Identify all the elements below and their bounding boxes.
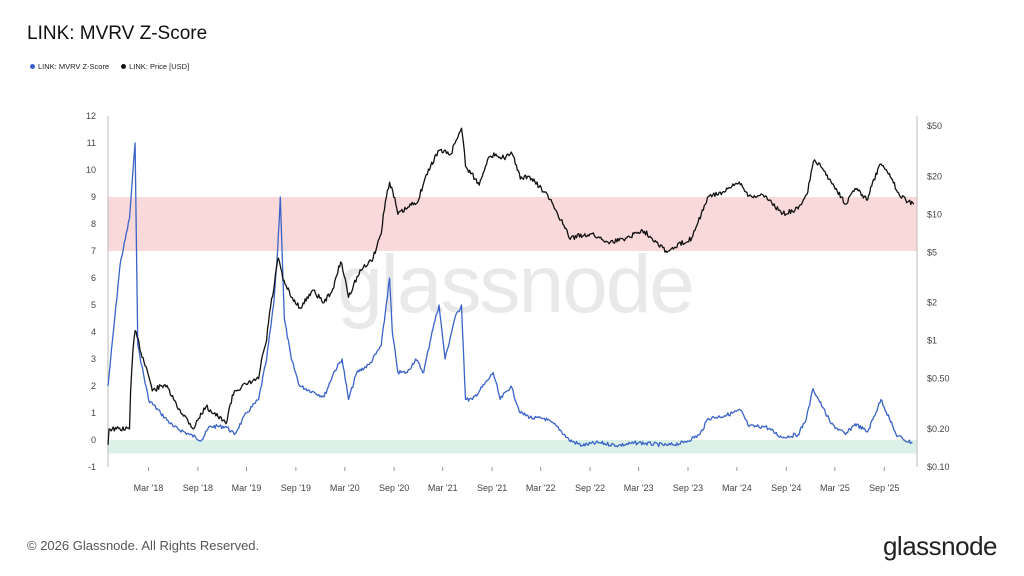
legend-label-price: LINK: Price [USD]	[129, 62, 190, 71]
left-tick-label: 4	[91, 327, 96, 337]
right-tick-label: $20	[927, 171, 942, 181]
right-tick-label: $0.10	[927, 462, 950, 472]
left-tick-label: 8	[91, 219, 96, 229]
x-tick-label: Sep '18	[183, 483, 213, 493]
x-tick-label: Mar '21	[428, 483, 458, 493]
left-tick-label: 2	[91, 381, 96, 391]
left-tick-label: -1	[88, 462, 96, 472]
left-tick-label: 7	[91, 246, 96, 256]
right-tick-label: $10	[927, 209, 942, 219]
x-tick-label: Mar '22	[526, 483, 556, 493]
series-line-mvrv-zscore	[107, 142, 913, 448]
right-tick-label: $2	[927, 298, 937, 308]
chart-title: LINK: MVRV Z-Score	[27, 23, 208, 44]
right-tick-label: $0.50	[927, 374, 950, 384]
x-tick-label: Sep '21	[477, 483, 507, 493]
right-tick-label: $1	[927, 336, 937, 346]
x-tick-label: Sep '24	[771, 483, 801, 493]
legend-item-zscore[interactable]: LINK: MVRV Z-Score	[30, 62, 109, 71]
x-tick-label: Mar '24	[722, 483, 752, 493]
x-tick-label: Mar '25	[820, 483, 850, 493]
x-tick-label: Sep '20	[379, 483, 409, 493]
left-tick-label: 0	[91, 435, 96, 445]
x-tick-label: Mar '20	[330, 483, 360, 493]
x-tick-label: Sep '25	[869, 483, 899, 493]
x-tick-label: Mar '18	[134, 483, 164, 493]
x-tick-label: Sep '19	[281, 483, 311, 493]
x-tick-label: Sep '23	[673, 483, 703, 493]
watermark-text: glassnode	[337, 239, 693, 330]
left-tick-label: 12	[86, 111, 96, 121]
brand-logo[interactable]: glassnode	[882, 531, 998, 561]
threshold-band-0	[108, 197, 917, 251]
left-tick-label: 1	[91, 408, 96, 418]
left-tick-label: 11	[87, 138, 96, 148]
x-tick-label: Sep '22	[575, 483, 605, 493]
x-tick-label: Mar '23	[624, 483, 654, 493]
legend-label-zscore: LINK: MVRV Z-Score	[38, 62, 110, 71]
legend: LINK: MVRV Z-Score LINK: Price [USD]	[30, 62, 189, 71]
left-tick-label: 3	[91, 354, 96, 364]
copyright-text: © 2026 Glassnode. All Rights Reserved.	[27, 538, 260, 553]
legend-swatch-price	[121, 64, 127, 69]
right-tick-label: $50	[927, 121, 942, 131]
legend-swatch-zscore	[30, 64, 35, 69]
left-tick-label: 5	[91, 300, 96, 310]
right-tick-label: $5	[927, 247, 937, 257]
x-tick-label: Mar '19	[232, 483, 262, 493]
left-tick-label: 10	[86, 165, 96, 175]
threshold-band-1	[108, 440, 917, 454]
legend-item-price[interactable]: LINK: Price [USD]	[121, 62, 189, 71]
right-tick-label: $0.20	[927, 424, 950, 434]
left-tick-label: 9	[91, 192, 96, 202]
series-line-price	[107, 127, 915, 445]
left-tick-label: 6	[91, 273, 96, 283]
